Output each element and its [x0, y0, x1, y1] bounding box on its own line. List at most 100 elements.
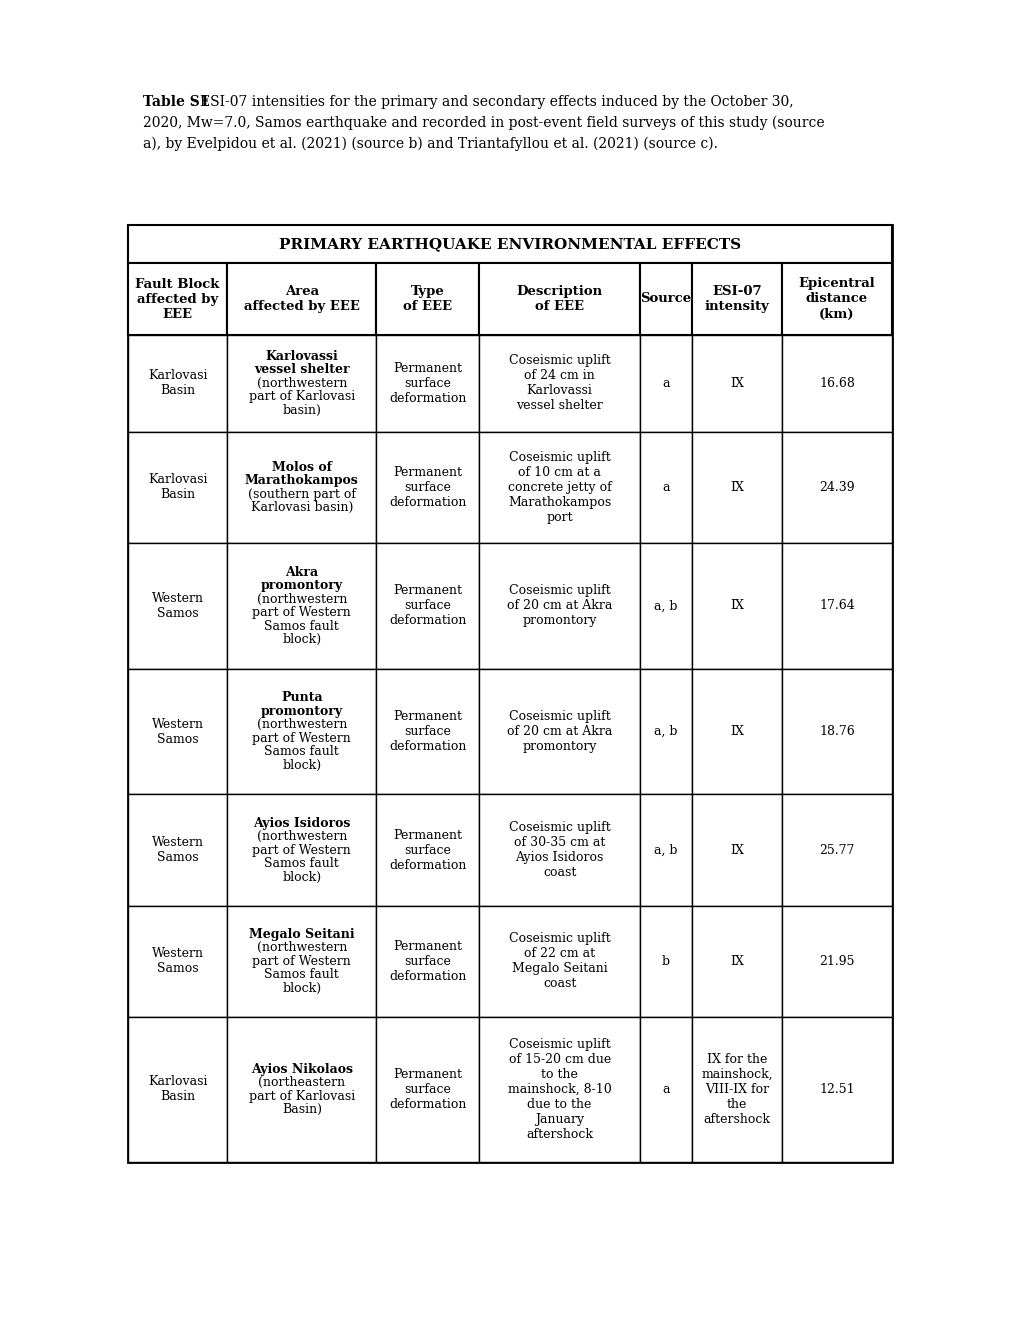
Text: Karlovasi
Basin: Karlovasi Basin — [148, 370, 207, 397]
Text: Permanent
surface
deformation: Permanent surface deformation — [389, 466, 466, 508]
Text: Western
Samos: Western Samos — [152, 591, 204, 620]
Text: IX for the
mainshock,
VIII-IX for
the
aftershock: IX for the mainshock, VIII-IX for the af… — [700, 1053, 772, 1126]
Bar — [691, 906, 782, 1016]
Bar — [479, 669, 639, 795]
Text: Area
affected by EEE: Area affected by EEE — [244, 285, 360, 313]
Text: Marathokampos: Marathokampos — [245, 474, 359, 487]
Text: Molos of: Molos of — [271, 461, 331, 474]
Text: IX: IX — [730, 725, 743, 738]
Text: Karlovasi
Basin: Karlovasi Basin — [148, 474, 207, 502]
Text: IX: IX — [730, 843, 743, 857]
Bar — [127, 263, 227, 335]
Text: IX: IX — [730, 480, 743, 494]
Bar — [479, 795, 639, 906]
Bar — [782, 432, 892, 543]
Text: Permanent
surface
deformation: Permanent surface deformation — [389, 940, 466, 983]
Bar — [127, 432, 227, 543]
Text: IX: IX — [730, 954, 743, 968]
Text: Type
of EEE: Type of EEE — [403, 285, 452, 313]
Text: (northwestern: (northwestern — [257, 593, 346, 606]
Text: IX: IX — [730, 599, 743, 612]
Text: vessel shelter: vessel shelter — [254, 363, 350, 376]
Text: a, b: a, b — [653, 599, 677, 612]
Bar — [782, 263, 892, 335]
Bar — [479, 1016, 639, 1162]
Bar — [227, 795, 376, 906]
Bar — [479, 432, 639, 543]
Text: Permanent
surface
deformation: Permanent surface deformation — [389, 1068, 466, 1111]
Bar — [227, 335, 376, 432]
Bar — [639, 263, 691, 335]
Text: Epicentral
distance
(km): Epicentral distance (km) — [798, 277, 874, 321]
Text: Samos fault: Samos fault — [264, 619, 339, 632]
Bar — [782, 335, 892, 432]
Bar — [127, 335, 227, 432]
Bar — [782, 795, 892, 906]
Bar — [376, 795, 479, 906]
Bar — [127, 224, 892, 1162]
Text: Coseismic uplift
of 20 cm at Akra
promontory: Coseismic uplift of 20 cm at Akra promon… — [506, 710, 611, 754]
Bar — [227, 1016, 376, 1162]
Text: a, b: a, b — [653, 725, 677, 738]
Text: Western
Samos: Western Samos — [152, 836, 204, 865]
Text: Coseismic uplift
of 15-20 cm due
to the
mainshock, 8-10
due to the
January
after: Coseismic uplift of 15-20 cm due to the … — [507, 1038, 611, 1140]
Text: part of Western: part of Western — [252, 843, 351, 857]
Text: Permanent
surface
deformation: Permanent surface deformation — [389, 710, 466, 754]
Bar — [639, 432, 691, 543]
Text: Coseismic uplift
of 10 cm at a
concrete jetty of
Marathokampos
port: Coseismic uplift of 10 cm at a concrete … — [507, 451, 611, 524]
Text: Samos fault: Samos fault — [264, 857, 339, 870]
Text: Permanent
surface
deformation: Permanent surface deformation — [389, 585, 466, 627]
Bar — [691, 795, 782, 906]
Text: part of Western: part of Western — [252, 606, 351, 619]
Text: (northwestern: (northwestern — [257, 941, 346, 954]
Bar — [227, 543, 376, 669]
Text: Western
Samos: Western Samos — [152, 718, 204, 746]
Bar — [376, 263, 479, 335]
Text: Description
of EEE: Description of EEE — [516, 285, 602, 313]
Text: part of Karlovasi: part of Karlovasi — [249, 391, 355, 404]
Bar — [127, 906, 227, 1016]
Text: Western
Samos: Western Samos — [152, 948, 204, 975]
Text: Coseismic uplift
of 24 cm in
Karlovassi
vessel shelter: Coseismic uplift of 24 cm in Karlovassi … — [508, 354, 610, 412]
Text: part of Western: part of Western — [252, 731, 351, 744]
Text: Coseismic uplift
of 22 cm at
Megalo Seitani
coast: Coseismic uplift of 22 cm at Megalo Seit… — [508, 932, 610, 990]
Text: (northwestern: (northwestern — [257, 378, 346, 389]
Text: PRIMARY EARTHQUAKE ENVIRONMENTAL EFFECTS: PRIMARY EARTHQUAKE ENVIRONMENTAL EFFECTS — [278, 238, 741, 251]
Text: Coseismic uplift
of 30-35 cm at
Ayios Isidoros
coast: Coseismic uplift of 30-35 cm at Ayios Is… — [508, 821, 610, 879]
Text: ESI-07
intensity: ESI-07 intensity — [704, 285, 768, 313]
Bar — [782, 906, 892, 1016]
Bar — [479, 543, 639, 669]
Text: IX: IX — [730, 378, 743, 389]
Text: Samos fault: Samos fault — [264, 746, 339, 758]
Text: 17.64: 17.64 — [818, 599, 854, 612]
Text: block): block) — [282, 982, 321, 995]
Text: a, b: a, b — [653, 843, 677, 857]
Bar — [227, 263, 376, 335]
Text: Source: Source — [640, 293, 691, 305]
Bar — [639, 669, 691, 795]
Text: promontory: promontory — [261, 705, 342, 718]
Bar — [479, 906, 639, 1016]
Bar — [639, 795, 691, 906]
Text: Basin): Basin) — [281, 1104, 322, 1117]
Text: 24.39: 24.39 — [818, 480, 854, 494]
Text: 25.77: 25.77 — [818, 843, 854, 857]
Bar — [782, 1016, 892, 1162]
Text: (southern part of: (southern part of — [248, 487, 356, 500]
Text: a: a — [661, 1082, 668, 1096]
Bar — [376, 1016, 479, 1162]
Bar — [782, 669, 892, 795]
Bar — [127, 795, 227, 906]
Bar — [691, 335, 782, 432]
Text: a: a — [661, 378, 668, 389]
Bar — [127, 1016, 227, 1162]
Bar — [376, 669, 479, 795]
Bar — [691, 263, 782, 335]
Text: Coseismic uplift
of 20 cm at Akra
promontory: Coseismic uplift of 20 cm at Akra promon… — [506, 585, 611, 627]
Text: Fault Block
affected by
EEE: Fault Block affected by EEE — [136, 277, 220, 321]
Text: block): block) — [282, 634, 321, 645]
Bar — [227, 669, 376, 795]
Bar — [227, 432, 376, 543]
Text: Karlovasi basin): Karlovasi basin) — [251, 502, 353, 513]
Text: block): block) — [282, 759, 321, 772]
